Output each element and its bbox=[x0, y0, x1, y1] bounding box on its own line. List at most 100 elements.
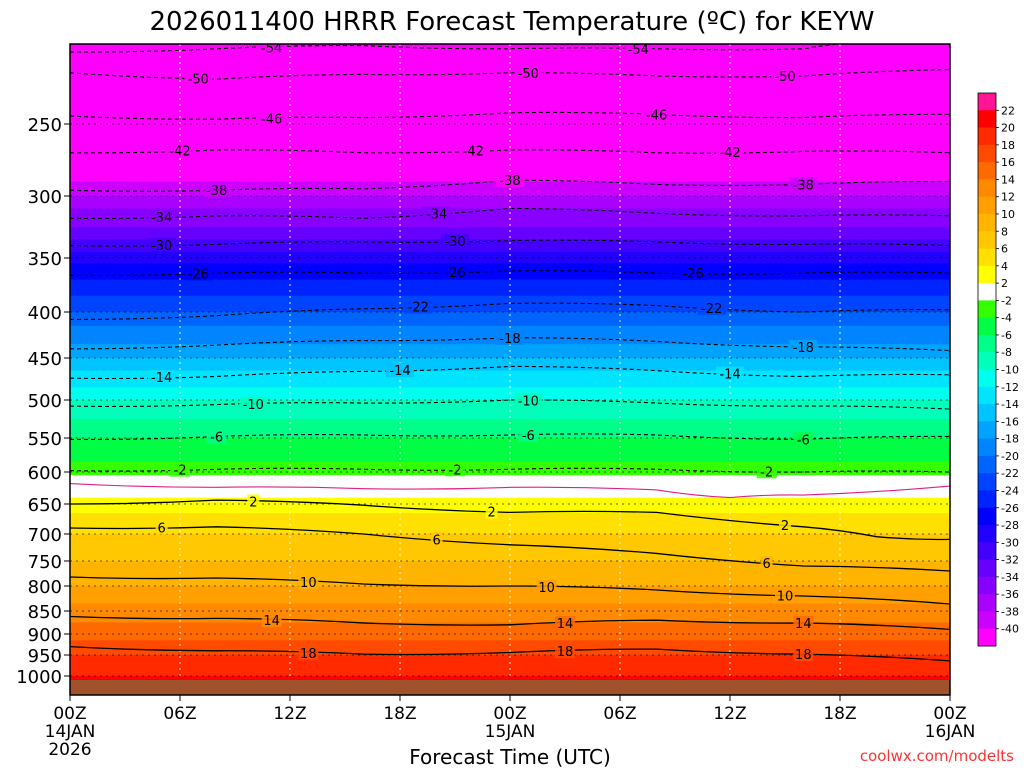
temperature-band bbox=[70, 578, 950, 582]
temperature-band bbox=[70, 430, 950, 435]
temperature-band bbox=[70, 411, 950, 416]
y-tick-label: 900 bbox=[28, 625, 62, 646]
contour-label-bg bbox=[789, 339, 818, 354]
temperature-band bbox=[70, 491, 950, 495]
temperature-band bbox=[70, 202, 950, 209]
temperature-band bbox=[70, 586, 950, 590]
temperature-band bbox=[70, 84, 950, 93]
contour-label: 10 bbox=[538, 581, 555, 596]
contour-label-bg bbox=[459, 143, 488, 158]
temperature-band bbox=[70, 550, 950, 554]
contour-label-bg bbox=[697, 300, 726, 315]
contour-label-bg bbox=[793, 432, 814, 447]
temperature-band bbox=[70, 642, 950, 646]
contour-label-bg bbox=[514, 393, 543, 408]
colorbar-swatch bbox=[978, 542, 996, 561]
colorbar-label: -28 bbox=[1001, 519, 1019, 532]
colorbar-label: -26 bbox=[1001, 502, 1019, 515]
contour-label-bg bbox=[404, 299, 433, 314]
temperature-band bbox=[70, 196, 950, 203]
temperature-band bbox=[70, 295, 950, 302]
contour-label: -2 bbox=[760, 465, 773, 480]
temperature-band bbox=[70, 563, 950, 567]
temperature-band bbox=[70, 636, 950, 639]
temperature-band bbox=[70, 611, 950, 614]
x-tick-label: 12Z bbox=[273, 704, 306, 724]
contour-label: -54 bbox=[628, 43, 649, 58]
colorbar-swatch bbox=[978, 628, 996, 647]
temperature-band bbox=[70, 617, 950, 621]
contour-label: -26 bbox=[444, 266, 465, 281]
temperature-band bbox=[70, 188, 950, 197]
colorbar-label: -16 bbox=[1001, 415, 1019, 428]
temperature-band bbox=[70, 640, 950, 643]
temperature-band bbox=[70, 558, 950, 562]
colorbar-swatch bbox=[978, 525, 996, 543]
contour-label-bg bbox=[166, 143, 194, 158]
contour-label-bg bbox=[555, 644, 575, 659]
temperature-band bbox=[70, 274, 950, 281]
colorbar-swatch bbox=[978, 594, 996, 612]
colorbar-label: -10 bbox=[1001, 364, 1019, 377]
x-tick-label: 06Z bbox=[163, 704, 196, 724]
contour-label: 18 bbox=[557, 645, 574, 660]
x-axis-label: Forecast Time (UTC) bbox=[409, 745, 611, 768]
contour-label: -6 bbox=[797, 433, 810, 448]
contour-label-bg bbox=[716, 366, 744, 381]
contour-label-bg bbox=[771, 69, 799, 83]
x-tick-label: 06Z bbox=[603, 704, 636, 724]
y-tick-label: 850 bbox=[28, 602, 62, 623]
contour-label: -10 bbox=[518, 394, 539, 409]
temperature-band bbox=[70, 458, 950, 463]
contour-label-bg bbox=[775, 588, 795, 603]
contour-label: 14 bbox=[557, 617, 574, 632]
y-tick-label: 1000 bbox=[16, 667, 62, 688]
temperature-band bbox=[70, 455, 950, 459]
temperature-band bbox=[70, 152, 950, 161]
contour-label: -2 bbox=[449, 463, 462, 478]
colorbar-swatch bbox=[978, 369, 996, 388]
temperature-band bbox=[70, 494, 950, 499]
contour-label-bg bbox=[206, 429, 227, 444]
y-tick-label: 600 bbox=[28, 463, 62, 484]
contour-line-6 bbox=[70, 526, 950, 572]
colorbar-swatch bbox=[978, 386, 996, 405]
temperature-band bbox=[70, 576, 950, 580]
contour-label: 14 bbox=[263, 614, 280, 629]
temperature-band bbox=[70, 555, 950, 559]
contour-label: 6 bbox=[763, 557, 771, 572]
temperature-band bbox=[70, 504, 950, 508]
temperature-band bbox=[70, 472, 950, 476]
temperature-band bbox=[70, 268, 950, 275]
temperature-band bbox=[70, 522, 950, 526]
temperature-band bbox=[70, 573, 950, 577]
credit-link[interactable]: coolwx.com/modelts bbox=[860, 747, 1014, 765]
temperature-band bbox=[70, 539, 950, 543]
contour-label-bg bbox=[441, 264, 469, 279]
contour-label: -22 bbox=[701, 302, 722, 317]
colorbar-swatch bbox=[978, 455, 996, 474]
colorbar-label: -30 bbox=[1001, 536, 1019, 549]
colorbar-swatch bbox=[978, 93, 996, 111]
contour-label: -54 bbox=[261, 42, 282, 57]
y-tick-label: 550 bbox=[28, 429, 62, 450]
y-tick-label: 750 bbox=[28, 552, 62, 573]
temperature-band bbox=[70, 124, 950, 132]
contour-line-2 bbox=[70, 499, 950, 541]
colorbar-label: -4 bbox=[1001, 312, 1012, 325]
contour-label: -10 bbox=[243, 398, 264, 413]
temperature-band bbox=[70, 138, 950, 147]
temperature-band bbox=[70, 516, 950, 520]
colorbar-swatch bbox=[978, 196, 996, 215]
contour-label-bg bbox=[779, 518, 791, 532]
temperature-band bbox=[70, 279, 950, 286]
colorbar-label: 2 bbox=[1001, 277, 1008, 290]
y-tick-label: 500 bbox=[28, 391, 62, 412]
colorbar-label: -8 bbox=[1001, 346, 1012, 359]
y-tick-label: 650 bbox=[28, 495, 62, 516]
temperature-band bbox=[70, 519, 950, 523]
chart-title: 2026011400 HRRR Forecast Temperature (ºC… bbox=[150, 7, 875, 37]
temperature-band bbox=[70, 44, 950, 53]
temperature-band bbox=[70, 507, 950, 511]
